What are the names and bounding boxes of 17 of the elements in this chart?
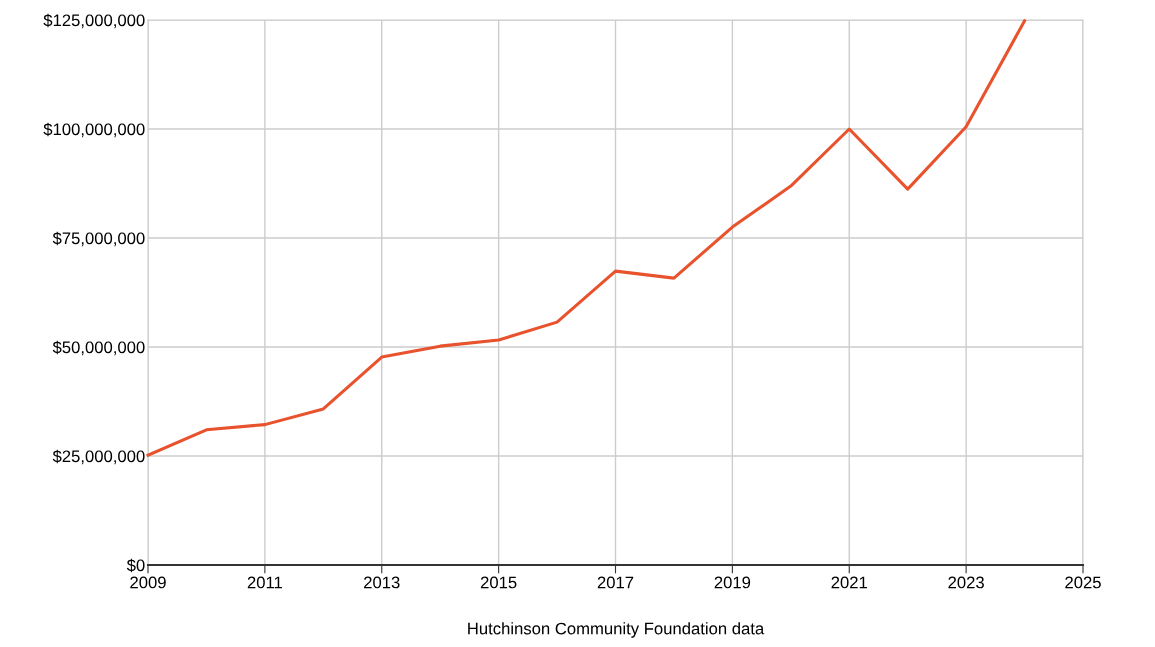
x-tick-label: 2013: [364, 576, 400, 589]
x-tick-label: 2025: [1065, 576, 1101, 589]
x-tick-label: 2017: [597, 576, 634, 589]
y-tick-label: $100,000,000: [43, 122, 145, 138]
y-tick-label: $75,000,000: [52, 231, 145, 247]
y-tick-label: $125,000,000: [43, 13, 145, 29]
x-tick-label: 2019: [714, 576, 751, 589]
y-tick-label: $25,000,000: [52, 449, 145, 465]
line-series: [146, 19, 1027, 457]
x-tick-label: 2011: [247, 576, 282, 589]
x-tick-label: 2015: [480, 576, 517, 589]
y-tick-label: $50,000,000: [52, 340, 145, 356]
y-tick-label: $0: [126, 558, 145, 573]
x-tick-label: 2023: [948, 576, 984, 589]
x-axis-title: Hutchinson Community Foundation data: [468, 622, 765, 638]
x-tick-label: 2021: [831, 576, 867, 589]
x-tick-label: 2009: [130, 576, 166, 589]
